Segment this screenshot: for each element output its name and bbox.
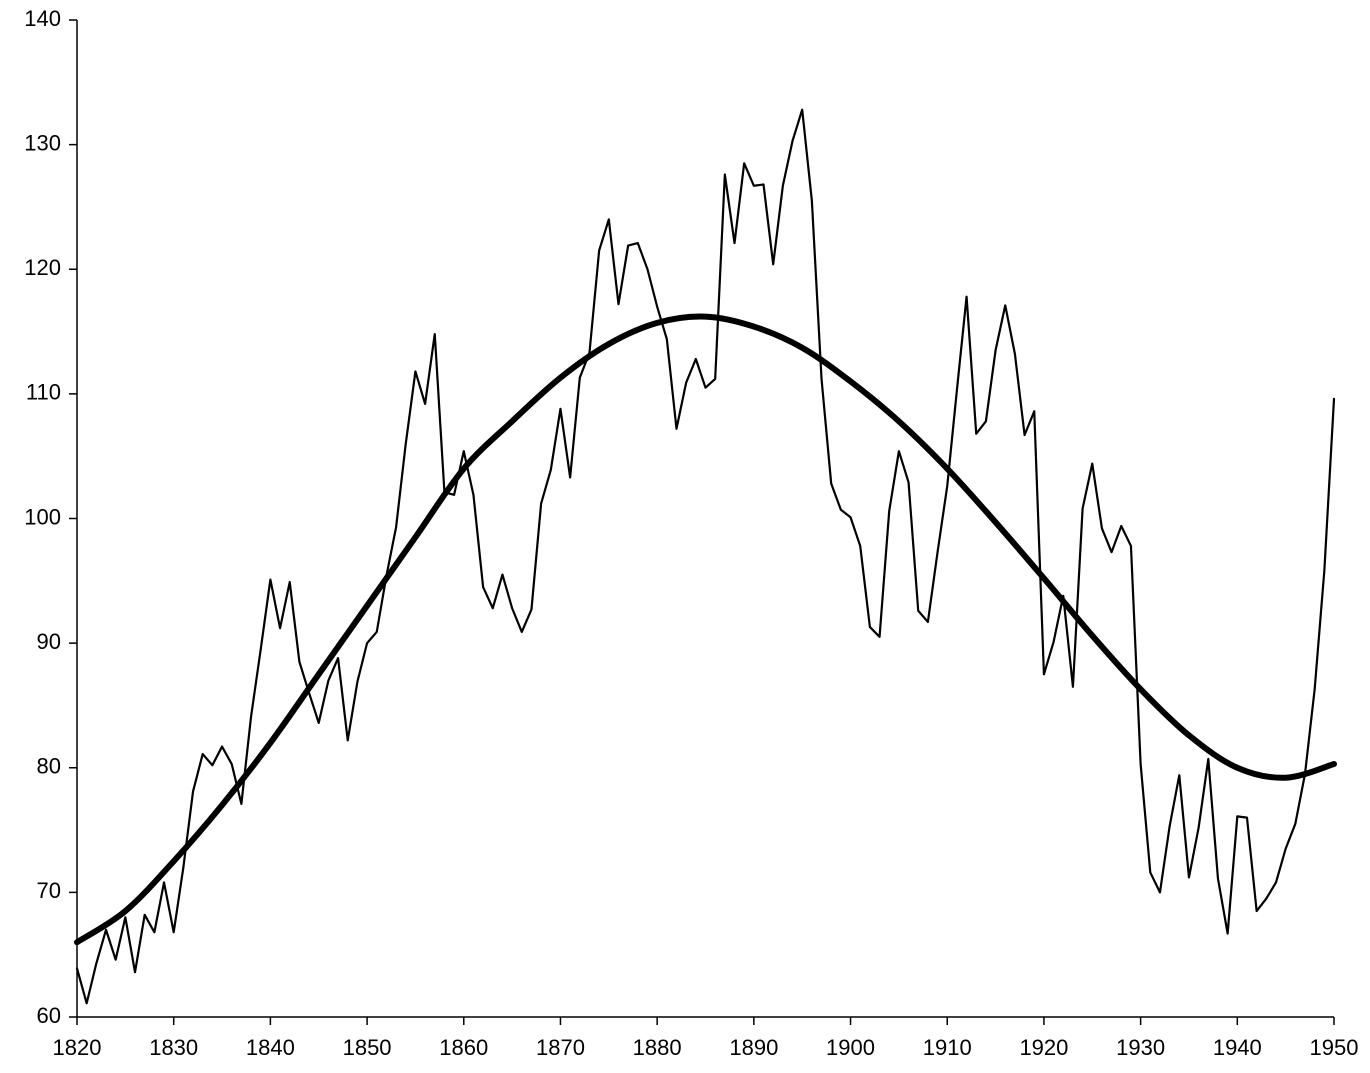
x-tick-label: 1850 xyxy=(343,1035,392,1060)
x-tick-label: 1910 xyxy=(923,1035,972,1060)
y-tick-label: 70 xyxy=(37,878,61,903)
y-tick-label: 90 xyxy=(37,629,61,654)
y-tick-label: 80 xyxy=(37,754,61,779)
y-tick-label: 140 xyxy=(24,6,61,31)
x-tick-label: 1820 xyxy=(53,1035,102,1060)
y-tick-label: 100 xyxy=(24,504,61,529)
x-tick-label: 1830 xyxy=(149,1035,198,1060)
x-tick-label: 1930 xyxy=(1116,1035,1165,1060)
y-tick-label: 130 xyxy=(24,130,61,155)
x-tick-label: 1860 xyxy=(439,1035,488,1060)
series-line xyxy=(75,108,1336,1005)
series-line xyxy=(74,313,1337,946)
y-tick-label: 110 xyxy=(26,380,61,405)
x-tick-label: 1950 xyxy=(1310,1035,1359,1060)
x-tick-label: 1880 xyxy=(633,1035,682,1060)
x-tick-label: 1840 xyxy=(246,1035,295,1060)
x-tick-label: 1940 xyxy=(1213,1035,1262,1060)
x-tick-label: 1890 xyxy=(729,1035,778,1060)
x-tick-label: 1920 xyxy=(1019,1035,1068,1060)
y-tick-label: 60 xyxy=(37,1003,61,1028)
x-tick-label: 1900 xyxy=(826,1035,875,1060)
y-tick-label: 120 xyxy=(24,255,61,280)
x-tick-label: 1870 xyxy=(536,1035,585,1060)
